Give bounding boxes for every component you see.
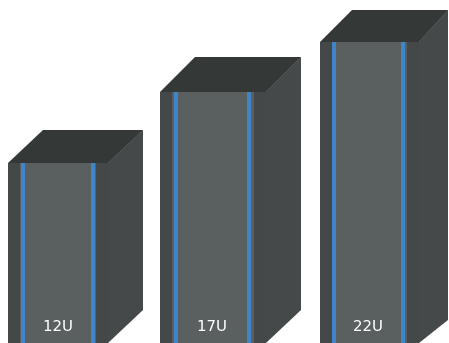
rack-22u-top: [320, 10, 448, 42]
rack-22u-left-frame: [320, 42, 332, 343]
rack-22u-right-frame: [407, 42, 419, 343]
rack-17u-right-frame: [254, 92, 266, 343]
rack-22u-label: 22U: [353, 317, 383, 335]
rack-17u-left-frame: [160, 92, 172, 343]
rack-22u-right-rail: [401, 42, 405, 343]
rack-17u: 17U: [160, 57, 301, 343]
rack-17u-right-rail: [247, 92, 251, 343]
rack-17u-top: [160, 57, 301, 92]
rack-12u-left-frame: [8, 163, 20, 343]
rack-22u-left-rail: [332, 42, 336, 343]
rack-12u-side: [108, 130, 143, 343]
rack-12u-left-rail: [21, 163, 25, 343]
rack-12u-top: [8, 130, 143, 163]
rack-12u-label: 12U: [43, 317, 73, 335]
rack-17u-left-rail: [174, 92, 178, 343]
rack-22u: 22U: [320, 10, 448, 343]
rack-22u-side: [419, 10, 448, 343]
rack-12u-right-frame: [96, 163, 108, 343]
rack-12u: 12U: [8, 130, 143, 343]
rack-17u-label: 17U: [197, 317, 227, 335]
rack-17u-side: [266, 57, 301, 343]
rack-12u-right-rail: [91, 163, 95, 343]
